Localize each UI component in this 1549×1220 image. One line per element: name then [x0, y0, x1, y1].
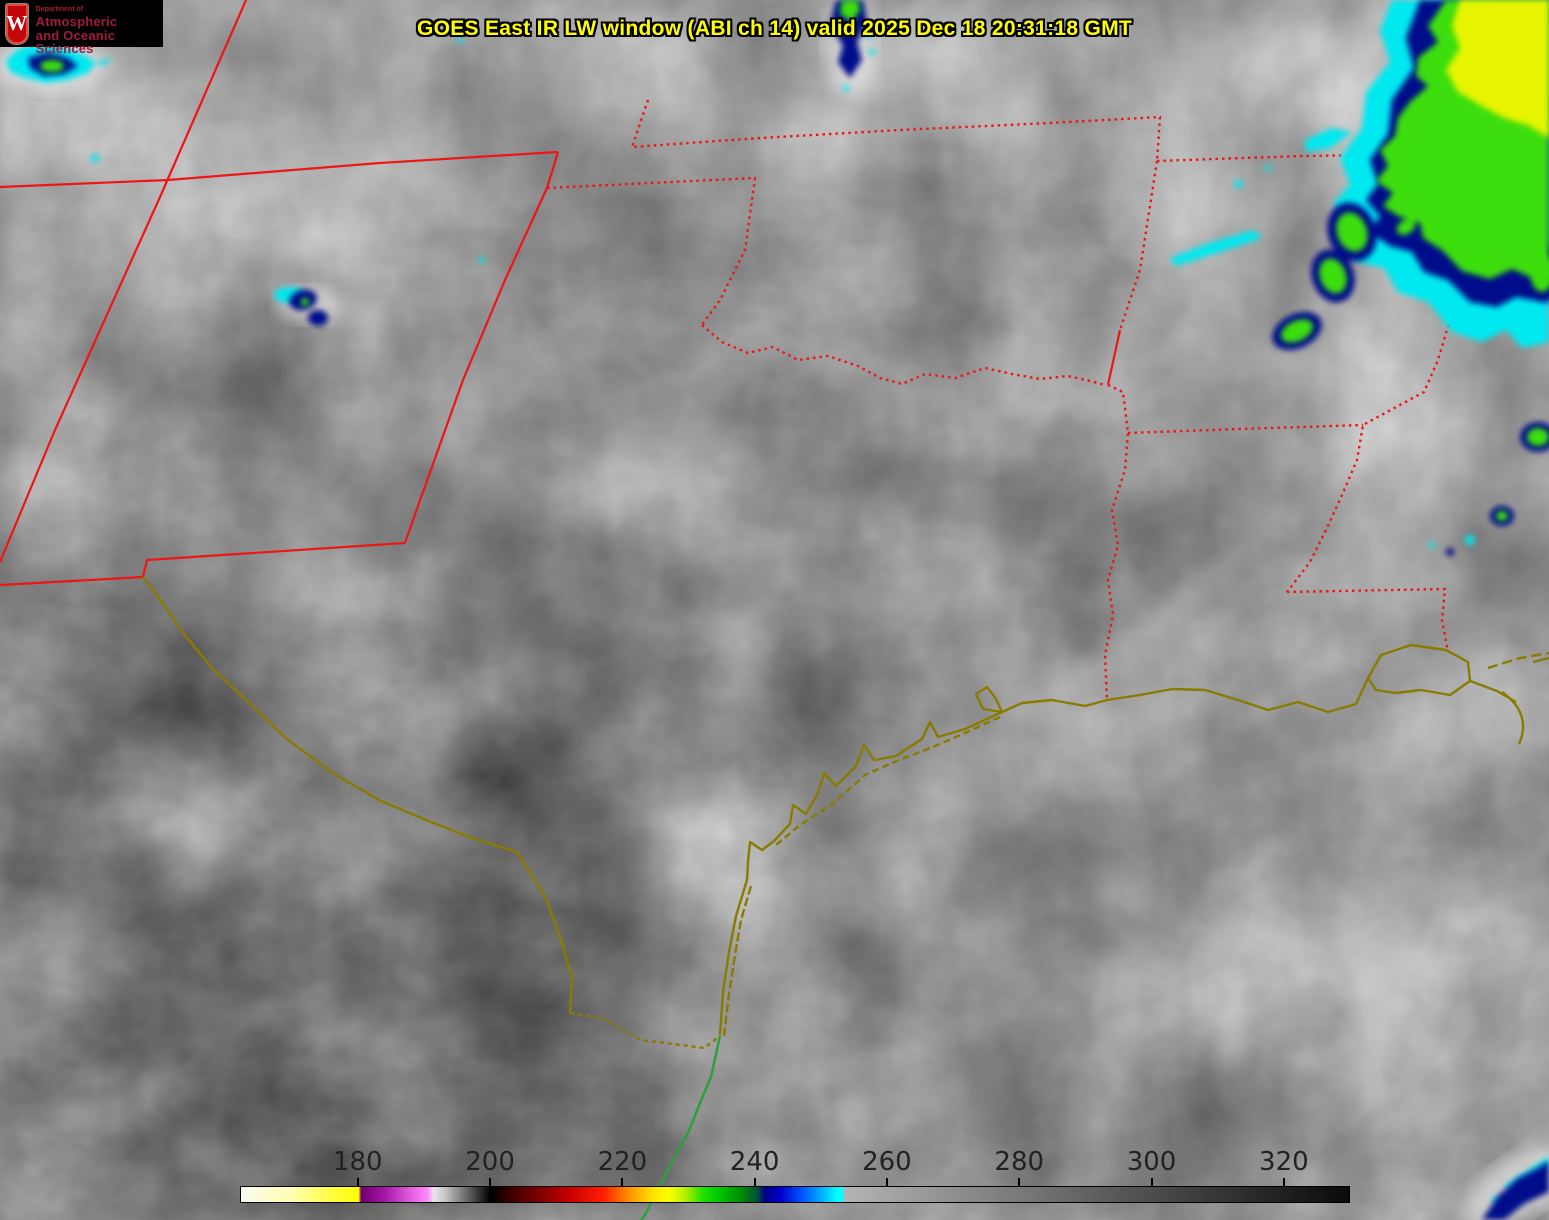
colorbar-tick-mark [621, 1178, 624, 1186]
image-title: GOES East IR LW window (ABI ch 14) valid… [416, 17, 1133, 40]
colorbar-tick-mark [1282, 1178, 1285, 1186]
colorbar-tick-label: 260 [862, 1147, 912, 1177]
chandeleur-arc [1501, 691, 1525, 745]
colorbar-tick-mark [489, 1178, 492, 1186]
colorbar-tick-label: 300 [1126, 1147, 1177, 1177]
uw-aos-logo: W Department of Atmospheric and Oceanic … [0, 0, 163, 55]
uw-crest: W [5, 3, 29, 45]
storm-yellow-core [1446, 0, 1549, 138]
rio-grande-river [142, 576, 574, 1014]
rio-grande-lower [569, 1011, 721, 1050]
colorbar-tick-label: 240 [729, 1147, 780, 1177]
barrier-islands [775, 715, 1001, 846]
colorbar-tick-label: 280 [994, 1147, 1045, 1177]
logo-department-line: Department of [35, 6, 84, 13]
colorbar-tick-label: 320 [1259, 1147, 1309, 1177]
barrier-islands-south [722, 885, 753, 1037]
storm-top-center-navy [830, 0, 867, 78]
logo-line-1: Atmospheric [35, 14, 118, 29]
colorbar-tick-mark [753, 1178, 756, 1186]
colorbar-tick-mark [1018, 1178, 1021, 1186]
colorbar-tick-mark [356, 1178, 359, 1186]
mexico-coastline-green [639, 1035, 722, 1220]
gulf-islands [1487, 651, 1549, 670]
state-boundaries-solid [0, 0, 1122, 587]
temperature-colorbar: 180 200 220 240 260 280 300 320 [240, 1147, 1350, 1203]
logo-text: Department of Atmospheric and Oceanic Sc… [35, 0, 163, 55]
louisiana-coast [1106, 643, 1472, 714]
colorbar-tick-label: 180 [332, 1147, 383, 1177]
storm-bottom-right-navy [1482, 1161, 1549, 1220]
colorbar-ticks: 180 200 220 240 260 280 300 320 [240, 1147, 1350, 1203]
coastline [142, 576, 1549, 1050]
colorbar-tick-label: 220 [597, 1147, 648, 1177]
texas-coast [718, 685, 1108, 1036]
colorbar-tick-mark [885, 1178, 888, 1186]
colorbar-gradient [240, 1186, 1350, 1203]
colorbar-tick-mark [1150, 1178, 1153, 1186]
logo-line-2: and Oceanic Sciences [35, 28, 116, 56]
colorbar-tick-label: 200 [465, 1147, 515, 1177]
